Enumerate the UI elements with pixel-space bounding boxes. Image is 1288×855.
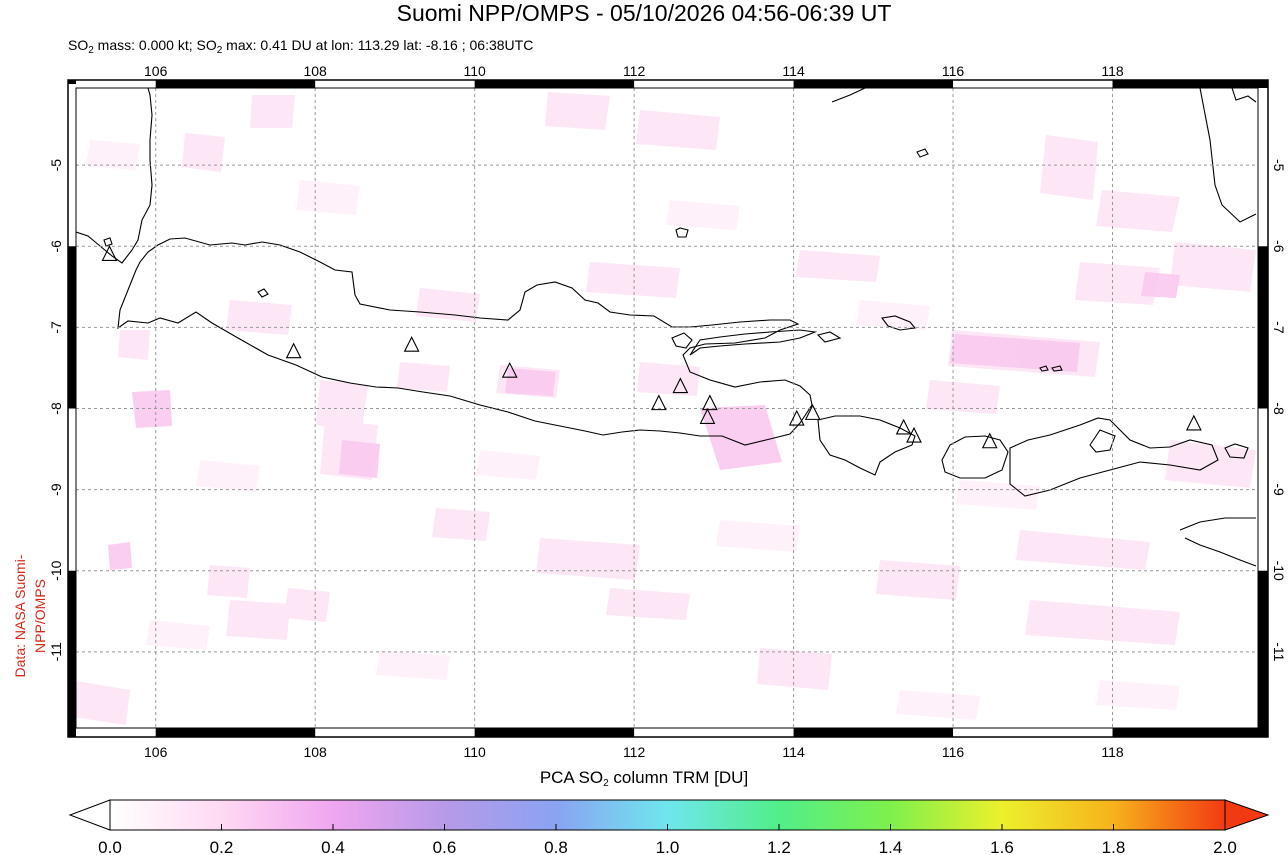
so2-summary: SO2 mass: 0.000 kt; SO2 max: 0.41 DU at … — [68, 37, 534, 56]
frame-bar-top — [155, 80, 316, 88]
lon-tick-label-bottom: 108 — [303, 744, 327, 760]
colorbar-tick-label: 0.4 — [321, 838, 345, 855]
coastline-madura — [689, 329, 818, 356]
colorbar-tick-label: 1.8 — [1102, 838, 1126, 855]
colorbar: 0.0 0.2 0.4 0.6 0.8 1.0 1.2 1.4 1.6 1.8 2.0 — [68, 799, 1270, 855]
triangle-icon — [501, 361, 518, 378]
colorbar-tick-label: 0.0 — [98, 838, 122, 855]
triangle-icon — [981, 432, 998, 449]
coastline-islet-4 — [1039, 365, 1063, 372]
colorbar-tick-label: 1.6 — [990, 838, 1014, 855]
lon-tick-label-top: 114 — [782, 63, 805, 79]
lat-tick-label-right: -11 — [1271, 642, 1287, 661]
triangle-icon — [403, 336, 420, 352]
coastline-sumbawa-bay — [1089, 429, 1116, 453]
triangle-icon — [788, 409, 805, 426]
triangle-icon — [285, 342, 302, 359]
colorbar-label: PCA SO2 column TRM [DU] — [539, 768, 749, 789]
coastline-kangean — [881, 315, 917, 331]
triangle-icon — [895, 418, 912, 435]
coastline-borneo — [831, 88, 1257, 223]
triangle-icon — [804, 404, 821, 420]
lon-tick-label-bottom: 110 — [463, 744, 486, 760]
colorbar-tick-label: 1.4 — [879, 838, 903, 855]
lat-tick-label-right: -7 — [1271, 321, 1287, 334]
triangle-icon — [672, 377, 689, 394]
frame-bar-bottom — [793, 728, 954, 737]
lat-tick-label-right: -5 — [1271, 159, 1287, 172]
coastline-sumba — [1179, 517, 1257, 567]
coastline-sumbawa — [1009, 417, 1219, 497]
frame-bar-bottom — [155, 728, 316, 737]
lon-tick-label-bottom: 118 — [1101, 744, 1124, 760]
volcano-markers — [101, 245, 1202, 449]
lon-tick-label-bottom: 116 — [942, 744, 965, 760]
frame-bar-right — [1258, 570, 1268, 737]
colorbar-tick-label: 0.6 — [433, 838, 457, 855]
lon-tick-label-bottom: 114 — [782, 744, 805, 760]
frame-bar-top — [1112, 80, 1268, 88]
lat-tick-label-right: -6 — [1271, 240, 1287, 253]
frame-bar-bottom — [474, 728, 635, 737]
axis-labels: 106 106 108 108 110 110 112 112 114 114 116 116 118 1… — [48, 63, 1287, 760]
lat-tick-label-left: -11 — [48, 642, 64, 661]
triangle-icon — [1185, 414, 1202, 431]
frame-bar-top — [793, 80, 954, 88]
lat-tick-label-right: -8 — [1271, 402, 1287, 415]
frame-bar-right — [1258, 80, 1268, 85]
lon-tick-label-top: 108 — [303, 63, 327, 79]
frame-bar-bottom — [1112, 728, 1268, 737]
frame-bar-top — [474, 80, 635, 88]
lon-tick-label-top: 110 — [463, 63, 486, 79]
coastline-islet-1 — [257, 288, 269, 298]
colorbar-tick-label: 2.0 — [1213, 838, 1237, 855]
lat-tick-label-left: -6 — [48, 240, 64, 253]
coastlines — [76, 88, 1257, 567]
coastline-islet-2 — [816, 331, 842, 343]
lat-tick-label-right: -10 — [1271, 561, 1287, 581]
lat-tick-label-left: -5 — [48, 159, 64, 172]
frame-bar-left — [68, 80, 76, 85]
lon-tick-label-bottom: 112 — [623, 744, 646, 760]
lon-tick-label-top: 112 — [623, 63, 646, 79]
coastline-bali — [817, 415, 916, 476]
colorbar-max-arrow — [1224, 799, 1270, 831]
graticule — [76, 88, 1258, 728]
coastline-islet-3 — [916, 148, 929, 158]
map-title: Suomi NPP/OMPS - 05/10/2026 04:56-06:39 … — [396, 0, 892, 26]
so2-data-layer — [76, 92, 1256, 725]
colorbar-min-arrow — [68, 799, 111, 831]
lon-tick-label-top: 106 — [144, 63, 168, 79]
frame-bar-right — [1258, 246, 1268, 409]
triangle-icon — [101, 245, 118, 261]
colorbar-tick-label: 1.2 — [767, 838, 791, 855]
triangle-icon — [701, 394, 718, 411]
frame-bar-left — [68, 570, 76, 737]
coastline-islet-5 — [1224, 443, 1249, 459]
lon-tick-label-top: 118 — [1101, 63, 1124, 79]
triangle-icon — [650, 394, 667, 411]
coastline-islet-6 — [103, 237, 113, 247]
coastline-sumatra — [76, 88, 153, 264]
colorbar-tick-label: 0.8 — [544, 838, 568, 855]
triangle-icon — [906, 426, 922, 443]
coastline-java — [117, 237, 813, 446]
coastline-lombok — [941, 435, 1009, 479]
frame-bar-left — [68, 246, 76, 409]
colorbar-tick-label: 0.2 — [210, 838, 234, 855]
lat-tick-label-right: -9 — [1271, 483, 1287, 496]
colorbar-tick-label: 1.0 — [656, 838, 680, 855]
lon-tick-label-top: 116 — [942, 63, 965, 79]
lat-tick-label-left: -7 — [48, 321, 64, 334]
lat-tick-label-left: -8 — [48, 402, 64, 415]
map-frame — [67, 79, 1269, 738]
lon-tick-label-bottom: 106 — [144, 744, 168, 760]
lat-tick-label-left: -10 — [48, 560, 64, 580]
coastline-bawean — [675, 227, 689, 238]
coastline-surabaya-cut — [671, 332, 693, 349]
lat-tick-label-left: -9 — [48, 483, 64, 496]
triangle-icon — [699, 408, 716, 424]
